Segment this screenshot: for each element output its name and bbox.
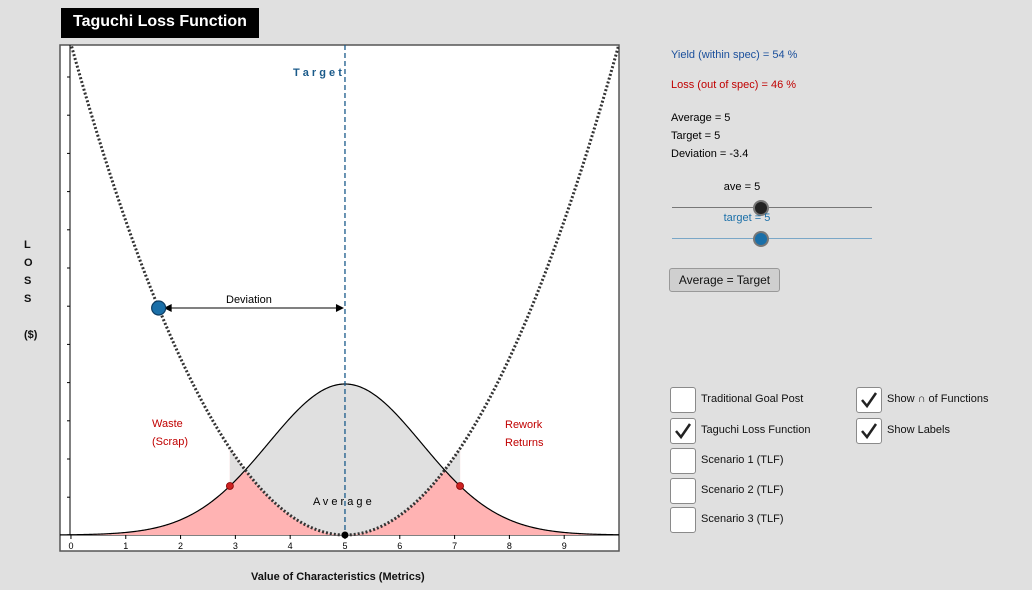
- y-axis-unit: ($): [24, 329, 38, 341]
- yield-text: Yield (within spec) = 54 %: [671, 49, 798, 61]
- deviation-text: Deviation = -3.4: [671, 148, 749, 160]
- scenario-2-checkbox-label: Scenario 2 (TLF): [701, 484, 784, 496]
- scenario-1-checkbox-box[interactable]: [670, 448, 696, 474]
- loss-text: Loss (out of spec) = 46 %: [671, 79, 797, 91]
- y-axis-label-l: L: [24, 239, 31, 251]
- taguchi-loss-curve: [69, 45, 619, 537]
- waste-area-left: [60, 448, 345, 535]
- ave-slider[interactable]: ave = 5: [672, 181, 872, 216]
- app-title: Taguchi Loss Function: [61, 8, 259, 38]
- average-label: A v e r a g e: [313, 496, 372, 508]
- show-intersection-checkbox[interactable]: Show ∩ of Functions: [856, 387, 1026, 413]
- traditional-goal-post-checkbox-label: Traditional Goal Post: [701, 393, 804, 405]
- deviation-label: Deviation: [226, 294, 272, 306]
- checkmark-icon: [861, 392, 878, 409]
- lower-spec-point: [225, 482, 234, 490]
- show-labels-checkbox-box[interactable]: [856, 418, 882, 444]
- ave-slider-track[interactable]: [672, 207, 872, 208]
- target-text: Target = 5: [671, 130, 721, 142]
- x-tick-label: 2: [178, 541, 183, 551]
- show-intersection-checkbox-label: Show ∩ of Functions: [887, 393, 989, 405]
- x-tick-label: 6: [397, 541, 402, 551]
- taguchi-loss-function-checkbox-box[interactable]: [670, 418, 696, 444]
- show-labels-checkbox-label: Show Labels: [887, 424, 950, 436]
- target-label: T a r g e t: [293, 67, 342, 79]
- checkmark-icon: [861, 423, 878, 440]
- scenario-3-checkbox[interactable]: Scenario 3 (TLF): [670, 507, 840, 533]
- average-point: [341, 531, 349, 539]
- x-tick-label: 0: [68, 541, 73, 551]
- deviation-arrow-head-left: [163, 304, 172, 312]
- returns-label: Returns: [505, 437, 544, 449]
- taguchi-loss-function-checkbox[interactable]: Taguchi Loss Function: [670, 418, 840, 444]
- show-labels-checkbox[interactable]: Show Labels: [856, 418, 1026, 444]
- deviation-point: [151, 300, 167, 316]
- waste-label: Waste: [152, 418, 183, 430]
- average-equals-target-button[interactable]: Average = Target: [669, 268, 780, 292]
- rework-area-right: [344, 448, 619, 535]
- distribution-curve: [60, 383, 619, 536]
- x-tick-label: 1: [123, 541, 128, 551]
- target-slider-label: target = 5: [723, 212, 771, 224]
- target-slider[interactable]: target = 5: [672, 212, 872, 247]
- traditional-goal-post-checkbox[interactable]: Traditional Goal Post: [670, 387, 840, 413]
- y-axis-label-s2: S: [24, 293, 32, 305]
- scenario-1-checkbox[interactable]: Scenario 1 (TLF): [670, 448, 840, 474]
- x-tick-label: 7: [452, 541, 457, 551]
- checkmark-icon: [675, 423, 692, 440]
- scenario-3-checkbox-box[interactable]: [670, 507, 696, 533]
- ave-slider-knob[interactable]: [753, 200, 769, 216]
- target-slider-knob[interactable]: [753, 231, 769, 247]
- scrap-label: (Scrap): [152, 436, 188, 448]
- show-intersection-checkbox-box[interactable]: [856, 387, 882, 413]
- x-tick-label: 9: [562, 541, 567, 551]
- average-text: Average = 5: [671, 112, 731, 124]
- scenario-2-checkbox[interactable]: Scenario 2 (TLF): [670, 478, 840, 504]
- deviation-arrow-head-right: [335, 304, 344, 312]
- ave-slider-label: ave = 5: [723, 181, 761, 193]
- upper-spec-point: [456, 482, 464, 490]
- scenario-1-checkbox-label: Scenario 1 (TLF): [701, 454, 784, 466]
- x-tick-label: 3: [233, 541, 238, 551]
- scenario-3-checkbox-label: Scenario 3 (TLF): [701, 513, 784, 525]
- target-slider-track[interactable]: [672, 238, 872, 239]
- y-axis-label-o: O: [24, 257, 33, 269]
- taguchi-loss-function-checkbox-label: Taguchi Loss Function: [701, 424, 811, 436]
- x-axis-label: Value of Characteristics (Metrics): [251, 571, 425, 583]
- x-tick-label: 8: [507, 541, 512, 551]
- x-tick-label: 4: [288, 541, 293, 551]
- y-axis-label-s1: S: [24, 275, 32, 287]
- x-tick-label: 5: [342, 541, 347, 551]
- rework-label: Rework: [505, 419, 543, 431]
- scenario-2-checkbox-box[interactable]: [670, 478, 696, 504]
- traditional-goal-post-checkbox-box[interactable]: [670, 387, 696, 413]
